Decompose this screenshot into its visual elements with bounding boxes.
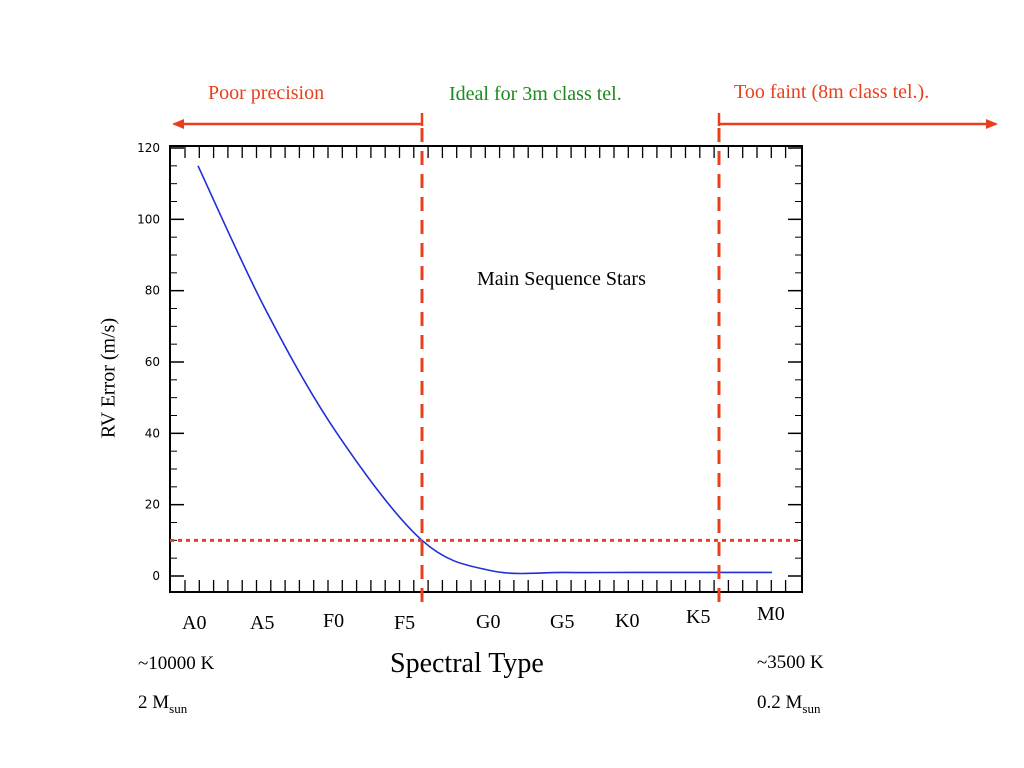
- right-mass-value: 0.2 M: [757, 692, 803, 713]
- y-tick-label: 40: [145, 426, 160, 440]
- spectral-label-k5: K5: [686, 606, 711, 628]
- right-mass-note: 0.2 Msun: [757, 692, 820, 717]
- rv-error-curve: [197, 165, 772, 575]
- x-axis-label: Spectral Type: [390, 648, 544, 679]
- spectral-label-f5: F5: [394, 612, 416, 634]
- spectral-label-g0: G0: [476, 611, 501, 633]
- spectral-label-a0: A0: [182, 612, 207, 634]
- plot-frame: [169, 145, 803, 593]
- y-tick-label: 80: [145, 284, 160, 298]
- spectral-label-a5: A5: [250, 612, 275, 634]
- y-tick-label: 60: [145, 355, 160, 369]
- left-mass-note: 2 Msun: [138, 692, 187, 717]
- y-axis-ticks: 0 20 40 60 80 100 120: [137, 141, 802, 583]
- spectral-label-f0: F0: [323, 610, 345, 632]
- spectral-label-k0: K0: [615, 610, 640, 632]
- ideal-region-label: Ideal for 3m class tel.: [449, 83, 622, 105]
- spectral-label-g5: G5: [550, 611, 575, 633]
- too-faint-label: Too faint (8m class tel.).: [734, 81, 930, 103]
- left-temperature-note: ~10000 K: [138, 653, 215, 674]
- left-mass-value: 2 M: [138, 692, 170, 713]
- minor-ticks: [184, 146, 787, 592]
- y-tick-label: 120: [137, 141, 160, 155]
- main-sequence-annotation: Main Sequence Stars: [477, 268, 646, 290]
- right-mass-subscript: sun: [802, 700, 821, 716]
- poor-precision-label: Poor precision: [208, 82, 325, 104]
- y-tick-label: 0: [152, 569, 160, 583]
- y-axis-label: RV Error (m/s): [97, 317, 120, 439]
- right-temperature-note: ~3500 K: [757, 652, 824, 673]
- left-mass-subscript: sun: [169, 700, 188, 716]
- y-tick-label: 20: [145, 498, 160, 512]
- y-tick-label: 100: [137, 212, 160, 226]
- spectral-label-m0: M0: [757, 603, 785, 625]
